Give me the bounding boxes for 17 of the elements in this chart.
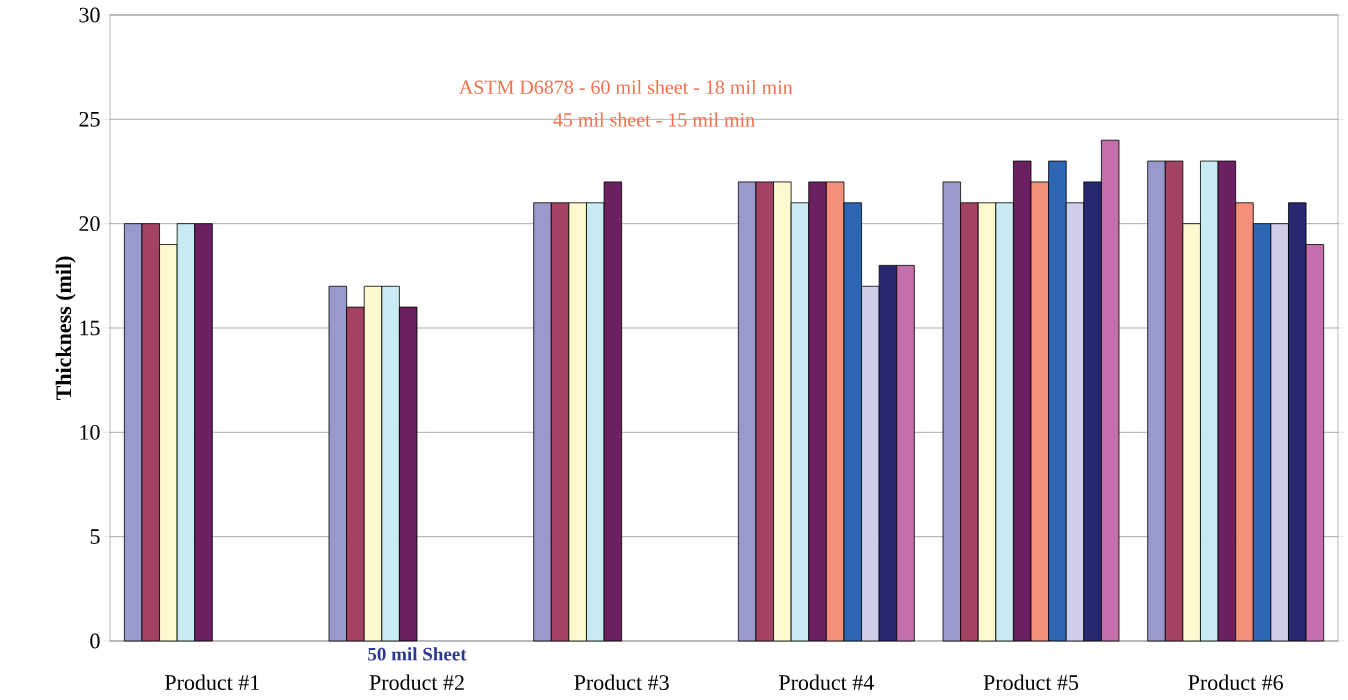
y-tick-label: 20 — [79, 216, 100, 232]
y-axis-title: Thickness (mil) — [55, 256, 76, 401]
y-tick-label: 25 — [79, 111, 100, 127]
y-tick-label: 15 — [80, 320, 100, 336]
y-tick-label: 5 — [90, 529, 100, 544]
y-tick-label: 10 — [80, 424, 100, 440]
x-tick-label: Product #2 — [369, 674, 464, 690]
y-tick-label: 0 — [90, 633, 100, 649]
x-tick-label: Product #1 — [165, 674, 259, 690]
x-tick-label: Product #4 — [779, 674, 874, 690]
annotation: 45 mil sheet - 15 mil min — [553, 112, 755, 127]
x-tick-label: Product #6 — [1188, 674, 1283, 690]
y-tick-label: 30 — [79, 7, 100, 23]
x-tick-label: Product #3 — [574, 674, 669, 690]
x-tick-label: Product #5 — [983, 674, 1079, 690]
annotation: ASTM D6878 - 60 mil sheet - 18 mil min — [459, 79, 793, 95]
text: 50 mil Sheet — [368, 647, 467, 661]
